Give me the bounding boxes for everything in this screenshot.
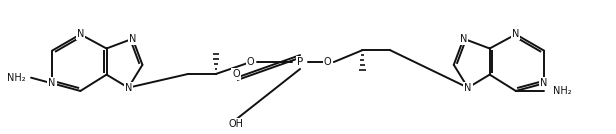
Text: O: O <box>324 57 331 67</box>
Text: N: N <box>512 29 519 39</box>
Text: P: P <box>297 57 303 67</box>
Text: N: N <box>460 34 468 44</box>
Text: NH₂: NH₂ <box>553 86 572 96</box>
Text: N: N <box>129 34 136 44</box>
Text: O: O <box>247 57 254 67</box>
Text: N: N <box>49 78 56 88</box>
Text: O: O <box>232 69 240 79</box>
Text: N: N <box>124 83 132 93</box>
Text: N: N <box>124 83 132 93</box>
Text: N: N <box>464 83 472 93</box>
Text: N: N <box>77 29 84 39</box>
Text: NH₂: NH₂ <box>7 73 26 83</box>
Text: OH: OH <box>229 119 244 129</box>
Text: N: N <box>540 78 548 88</box>
Text: N: N <box>464 83 472 93</box>
